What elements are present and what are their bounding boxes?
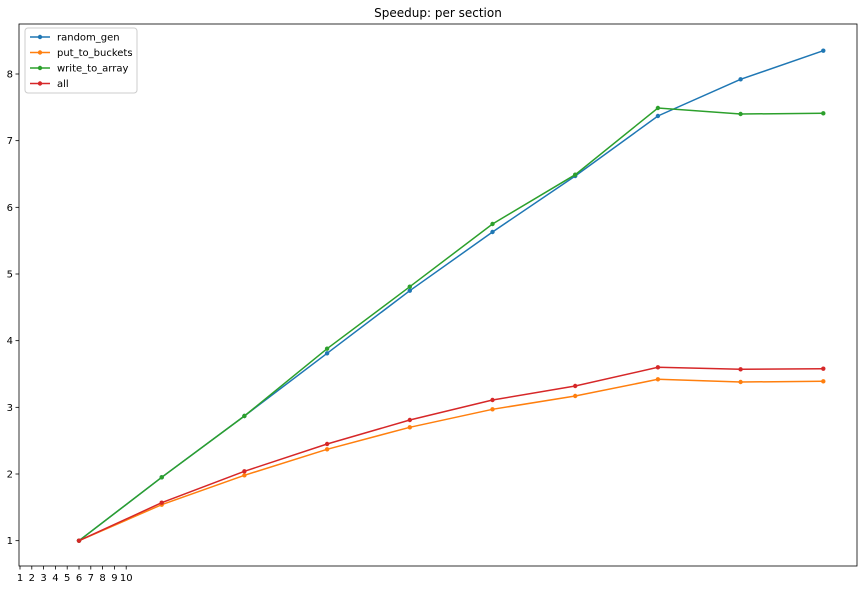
data-point [655, 113, 661, 119]
data-point [324, 351, 330, 356]
data-point [490, 221, 495, 227]
legend-marker [37, 65, 43, 71]
x-tick-label: 8 [99, 573, 105, 584]
x-tick-label: 4 [52, 573, 58, 584]
data-point [573, 383, 578, 389]
data-point [821, 366, 826, 371]
data-point [242, 413, 247, 419]
legend: random_gen put_to_buckets write_to_arrayal… [24, 27, 138, 94]
data-point [490, 407, 495, 412]
data-point [159, 475, 164, 480]
y-tick-label: 3 [7, 403, 13, 414]
data-point [655, 365, 661, 370]
x-tick-label: 2 [29, 573, 35, 584]
data-point [655, 105, 661, 111]
x-tick-label: 9 [111, 573, 117, 584]
data-point [738, 379, 743, 385]
data-point [76, 538, 82, 543]
y-tick-label: 8 [7, 70, 13, 81]
data-point [821, 379, 826, 384]
data-point [407, 288, 412, 293]
data-point [738, 367, 743, 372]
legend-marker [37, 81, 43, 86]
data-point [242, 473, 247, 478]
data-point [821, 111, 826, 116]
legend-marker [37, 50, 43, 55]
legend-box [24, 27, 138, 94]
data-point [738, 111, 743, 117]
data-point [407, 417, 412, 423]
legend-label: put_to_buckets [57, 48, 133, 59]
legend-marker [37, 34, 43, 40]
x-tick-label: 7 [88, 573, 94, 584]
x-tick-label: 10 [120, 573, 133, 584]
y-tick-label: 6 [7, 203, 13, 214]
legend-label: all [57, 79, 69, 90]
y-axis: 1 2 3 4 5 6 7 8 [7, 70, 19, 547]
y-tick-label: 2 [7, 470, 13, 481]
data-point [573, 172, 578, 177]
plot-area-frame [18, 23, 858, 567]
y-tick-label: 1 [7, 536, 13, 547]
data-point [573, 393, 578, 399]
series-layer [76, 48, 826, 543]
y-tick-label: 7 [7, 136, 13, 147]
series-line-all [78, 366, 824, 542]
data-point [324, 441, 330, 447]
data-point [324, 346, 330, 351]
legend-label: write_to_array [57, 64, 128, 75]
x-tick-label: 5 [64, 573, 70, 584]
data-point [407, 425, 412, 430]
y-tick-label: 5 [7, 270, 13, 281]
chart-title: Speedup: per section [374, 6, 502, 20]
x-tick-label: 3 [40, 573, 46, 584]
x-tick-label: 1 [17, 573, 23, 584]
series-line-random-gen [78, 49, 824, 542]
series-line-put-to-buckets [78, 378, 824, 542]
legend-label: random_gen [57, 33, 120, 44]
y-tick-label: 4 [7, 336, 13, 347]
data-point [490, 229, 495, 235]
x-tick-label: 6 [76, 573, 82, 584]
data-point [655, 377, 661, 382]
series-line-write-to-array [78, 107, 824, 542]
data-point [490, 397, 495, 403]
data-point [738, 77, 743, 82]
data-point [407, 284, 412, 289]
data-point [159, 500, 164, 505]
data-point [821, 48, 826, 53]
x-axis: 1 2 3 4 5 6 7 8 9 10 [17, 566, 133, 584]
data-point [242, 469, 247, 474]
data-point [324, 447, 330, 452]
